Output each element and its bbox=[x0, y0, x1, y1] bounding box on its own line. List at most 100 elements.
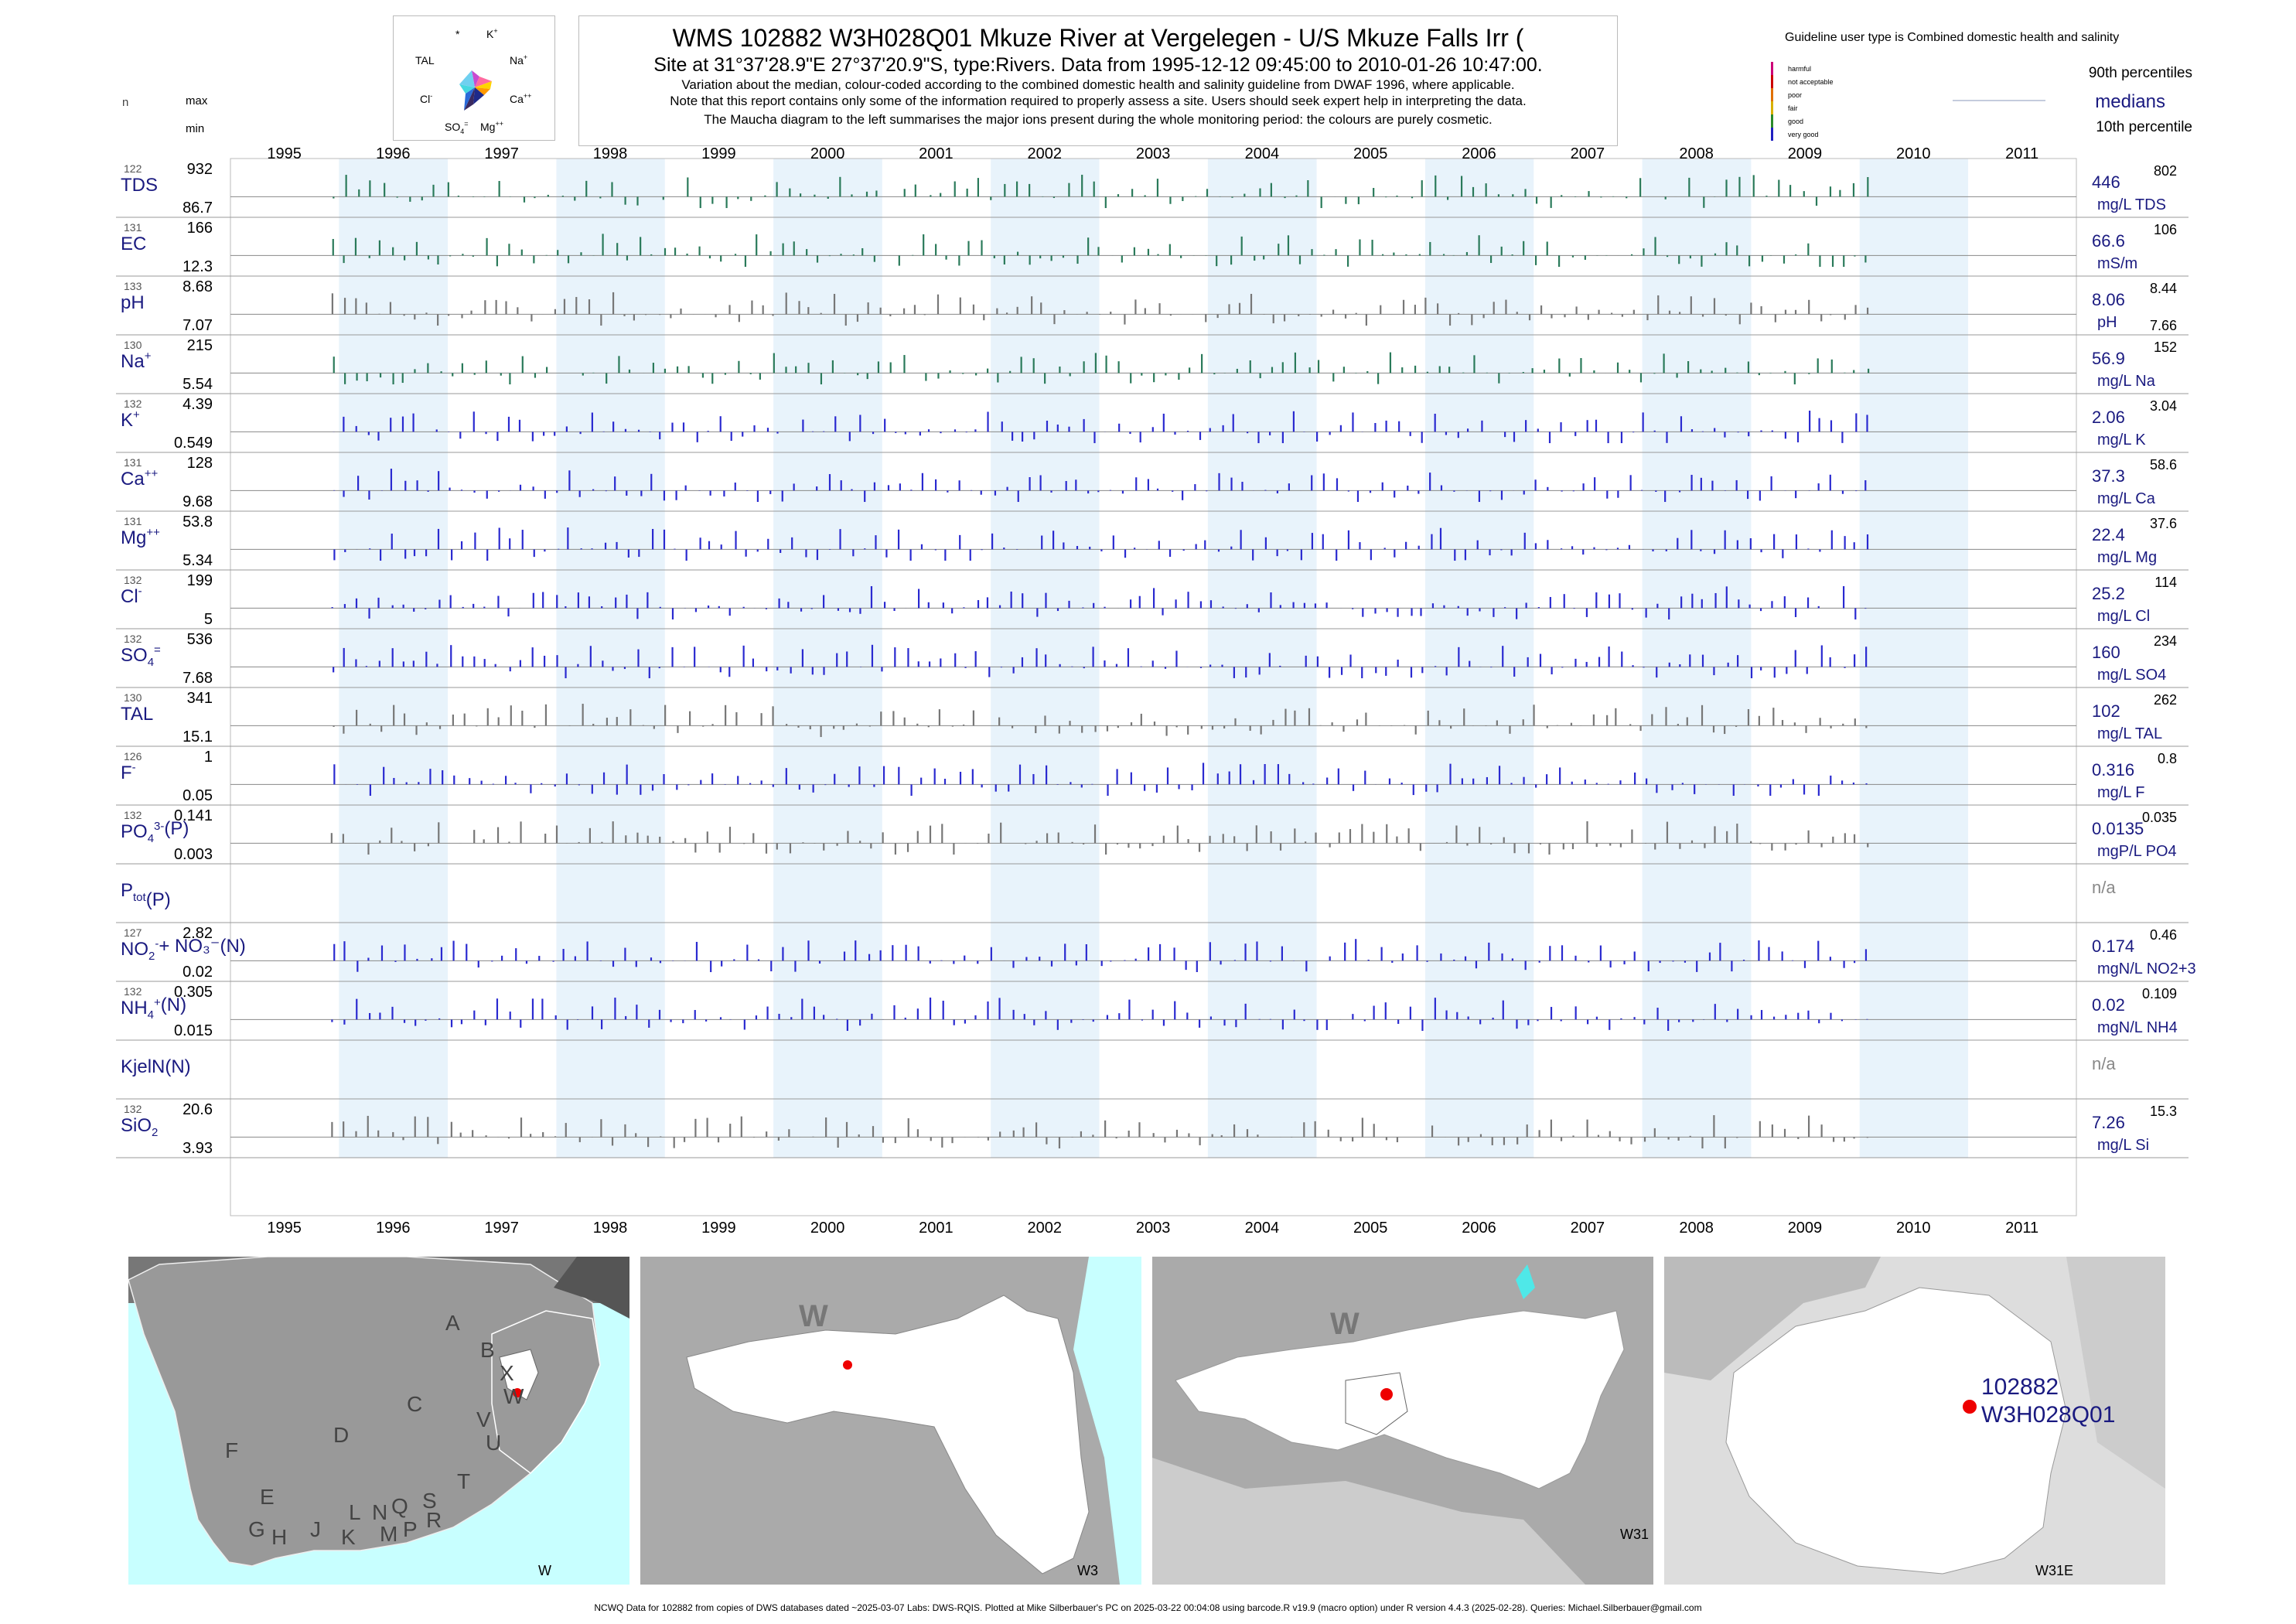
svg-text:N: N bbox=[372, 1500, 387, 1524]
row-name: NO2-+ NO₃⁻(N) bbox=[121, 936, 246, 963]
row-max: 128 bbox=[187, 455, 213, 472]
row-min: 9.68 bbox=[183, 493, 213, 510]
svg-text:F: F bbox=[225, 1438, 238, 1462]
legend-class-label: harmful bbox=[1788, 65, 1812, 73]
map-south-africa: A B X W C V U D F T E S G H J L N Q R K … bbox=[128, 1257, 629, 1578]
row-median: 56.9 bbox=[2092, 349, 2125, 368]
row-n: 132 bbox=[124, 1103, 142, 1115]
row-name: EC bbox=[121, 234, 146, 254]
row-name: SO4= bbox=[121, 643, 161, 669]
row-max: 1 bbox=[204, 749, 213, 766]
map-1-label: W bbox=[538, 1563, 551, 1578]
row-p90: 0.8 bbox=[2158, 751, 2177, 766]
footer: NCWQ Data for 102882 from copies of DWS … bbox=[594, 1602, 1702, 1613]
row-min: 0.003 bbox=[174, 846, 213, 863]
year-tick-top: 2010 bbox=[1896, 145, 1931, 162]
row-median: 0.02 bbox=[2092, 995, 2125, 1015]
year-tick-top: 1995 bbox=[267, 145, 302, 162]
row-max: 215 bbox=[187, 337, 213, 354]
svg-text:SO4=: SO4= bbox=[445, 120, 469, 135]
site-code-label: W3H028Q01 bbox=[1981, 1402, 2115, 1428]
svg-text:R: R bbox=[426, 1508, 442, 1532]
row-median: 446 bbox=[2092, 172, 2120, 192]
row-n: 127 bbox=[124, 926, 142, 939]
row-median: 8.06 bbox=[2092, 290, 2125, 309]
row-n: 132 bbox=[124, 397, 142, 410]
svg-text:W: W bbox=[1330, 1307, 1360, 1341]
row-n: 133 bbox=[124, 280, 142, 292]
svg-text:W: W bbox=[503, 1384, 524, 1408]
row-name: K+ bbox=[121, 408, 140, 431]
row-unit: mg/L Ca bbox=[2097, 490, 2156, 507]
svg-text:C: C bbox=[407, 1392, 422, 1416]
row-n: 131 bbox=[124, 515, 142, 527]
row-min: 0.02 bbox=[183, 964, 213, 981]
legend-class-label: poor bbox=[1788, 91, 1803, 99]
row-min: 0.05 bbox=[183, 787, 213, 804]
row-unit: mS/m bbox=[2097, 255, 2137, 272]
year-tick-bottom: 2004 bbox=[1245, 1220, 1280, 1237]
row-median: n/a bbox=[2092, 1054, 2116, 1073]
svg-text:Q: Q bbox=[391, 1494, 408, 1518]
legend-p90: 90th percentiles bbox=[2088, 65, 2192, 81]
row-p90: 234 bbox=[2154, 633, 2177, 649]
row-p90: 8.44 bbox=[2150, 281, 2177, 296]
row-name: Ca++ bbox=[121, 467, 158, 490]
page-title: WMS 102882 W3H028Q01 Mkuze River at Verg… bbox=[672, 24, 1524, 52]
svg-text:G: G bbox=[248, 1517, 265, 1541]
year-tick-top: 1996 bbox=[376, 145, 411, 162]
row-median: 0.0135 bbox=[2092, 819, 2144, 838]
column-header-min: min bbox=[186, 122, 205, 135]
svg-text:V: V bbox=[476, 1407, 491, 1431]
year-tick-bottom: 2007 bbox=[1571, 1220, 1605, 1237]
svg-text:W: W bbox=[799, 1299, 828, 1333]
year-tick-top: 2008 bbox=[1679, 145, 1714, 162]
svg-text:X: X bbox=[500, 1361, 514, 1385]
svg-text:U: U bbox=[486, 1431, 501, 1455]
svg-text:P: P bbox=[403, 1517, 418, 1541]
svg-text:B: B bbox=[480, 1338, 495, 1362]
year-tick-top: 2004 bbox=[1245, 145, 1280, 162]
map-panel-south-africa: A B X W C V U D F T E S G H J L N Q R K … bbox=[128, 1257, 629, 1585]
year-tick-bottom: 1997 bbox=[484, 1220, 519, 1237]
row-n: 126 bbox=[124, 750, 142, 763]
row-unit: mg/L Cl bbox=[2097, 608, 2150, 625]
row-max: 166 bbox=[187, 220, 213, 237]
row-min: 86.7 bbox=[183, 200, 213, 217]
row-median: 7.26 bbox=[2092, 1113, 2125, 1132]
row-max: 536 bbox=[187, 631, 213, 648]
year-band-2000 bbox=[773, 159, 882, 1158]
row-n: 130 bbox=[124, 339, 142, 351]
column-header-n: n bbox=[122, 96, 129, 109]
legend-class-label: fair bbox=[1788, 104, 1798, 112]
year-band-2006 bbox=[1424, 159, 1534, 1158]
row-unit: mgP/L PO4 bbox=[2097, 843, 2177, 860]
row-p90: 58.6 bbox=[2150, 457, 2177, 473]
row-min: 5.34 bbox=[183, 552, 213, 569]
row-n: 132 bbox=[124, 633, 142, 645]
maucha-label-star: * bbox=[455, 28, 460, 40]
row-unit: mg/L K bbox=[2097, 432, 2146, 449]
year-tick-bottom: 1995 bbox=[267, 1220, 302, 1237]
row-median: 160 bbox=[2092, 643, 2120, 662]
row-p90: 15.3 bbox=[2150, 1104, 2177, 1119]
year-tick-top: 1998 bbox=[593, 145, 628, 162]
row-n: 130 bbox=[124, 691, 142, 704]
row-p90: 0.46 bbox=[2150, 927, 2177, 943]
row-max: 20.6 bbox=[183, 1101, 213, 1118]
year-tick-top: 2003 bbox=[1136, 145, 1171, 162]
year-band-1998 bbox=[556, 159, 665, 1158]
row-unit: mg/L Si bbox=[2097, 1137, 2149, 1154]
row-min: 0.549 bbox=[174, 435, 213, 452]
row-name: Cl- bbox=[121, 585, 142, 607]
row-p90: 114 bbox=[2154, 575, 2177, 590]
row-unit: mg/L Na bbox=[2097, 373, 2156, 390]
year-tick-bottom: 2010 bbox=[1896, 1220, 1931, 1237]
legend-swatch-very-good bbox=[1771, 128, 1773, 141]
year-tick-top: 2006 bbox=[1462, 145, 1496, 162]
row-n: 122 bbox=[124, 162, 142, 175]
row-min: 7.68 bbox=[183, 670, 213, 687]
year-band-2004 bbox=[1207, 159, 1317, 1158]
row-p90: 0.109 bbox=[2142, 986, 2177, 1001]
row-unit: mg/L SO4 bbox=[2097, 667, 2166, 684]
